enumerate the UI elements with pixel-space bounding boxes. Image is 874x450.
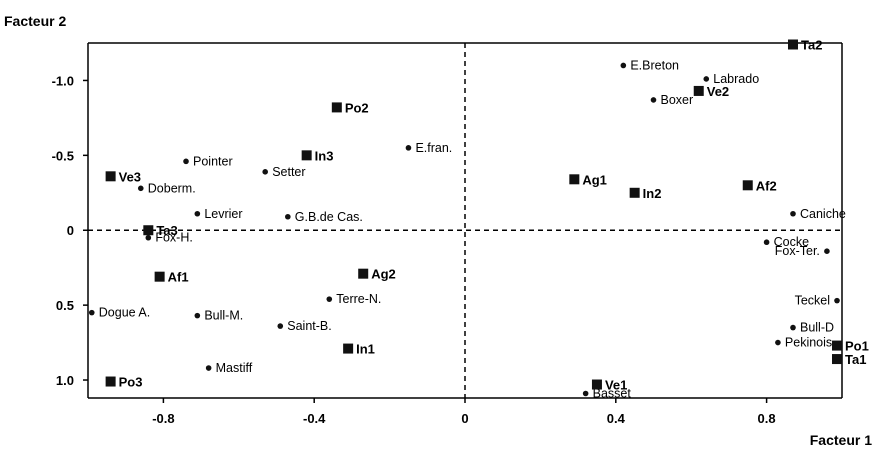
x-tick-label: -0.8	[152, 411, 174, 426]
point-marker-bull-m-	[194, 312, 201, 319]
point-label-bull-d: Bull-D	[800, 321, 834, 335]
point-label-bull-m-: Bull-M.	[204, 309, 243, 323]
point-marker-in3	[301, 150, 312, 161]
y-tick-label: 0.5	[56, 298, 74, 313]
point-marker-po3	[105, 376, 116, 387]
y-tick-label: 0	[67, 223, 74, 238]
point-marker-boxer	[650, 97, 657, 103]
x-axis-title: Facteur 1	[810, 432, 872, 448]
point-marker-basset	[582, 390, 589, 397]
x-tick-label: 0.8	[758, 411, 776, 426]
point-marker-fox-h-	[145, 234, 152, 241]
point-marker-cocke	[763, 239, 770, 246]
point-marker-af1	[154, 271, 165, 282]
point-marker-labrado	[703, 76, 710, 82]
point-label-basset: Basset	[593, 387, 632, 401]
point-label-in2: In2	[643, 186, 662, 201]
point-label-setter: Setter	[272, 165, 305, 179]
point-marker-saint-b-	[277, 323, 284, 329]
point-label-levrier: Levrier	[204, 207, 242, 221]
point-label-po1: Po1	[845, 339, 869, 354]
point-label-in1: In1	[356, 342, 375, 357]
point-marker-ve1	[591, 379, 602, 390]
point-label-boxer: Boxer	[661, 93, 694, 107]
point-marker-ta2	[787, 39, 798, 50]
point-marker-ag2	[358, 268, 369, 279]
point-label-ag2: Ag2	[371, 267, 396, 282]
point-label-ve2: Ve2	[707, 84, 729, 99]
point-label-ve3: Ve3	[119, 169, 141, 184]
point-marker-in1	[343, 343, 354, 354]
point-marker-pointer	[183, 158, 189, 165]
point-marker-pekinois	[775, 339, 781, 346]
point-label-fox-ter-: Fox-Ter.	[775, 244, 820, 258]
point-label-terre-n-: Terre-N.	[336, 292, 381, 306]
point-marker-po2	[331, 102, 342, 113]
axis-ticks: -0.8 -0.4 0 0.4 0.8 -1.0 -0.5 0 0.5 1.0	[52, 73, 776, 426]
point-label-af2: Af2	[756, 178, 777, 193]
point-label-doberm-: Doberm.	[148, 181, 196, 195]
y-axis-title: Facteur 2	[4, 13, 66, 29]
point-label-e-fran-: E.fran.	[415, 141, 452, 155]
point-marker-ta3	[143, 225, 154, 236]
y-tick-label: 1.0	[56, 373, 74, 388]
point-label-pekinois: Pekinois	[785, 336, 832, 350]
point-marker-doberm-	[137, 185, 144, 192]
point-marker-ve3	[105, 171, 116, 182]
point-label-ve1: Ve1	[605, 378, 627, 393]
point-marker-bull-d	[790, 324, 796, 331]
point-label-cocke: Cocke	[774, 235, 809, 249]
point-label-po3: Po3	[119, 375, 143, 390]
point-marker-e-fran-	[405, 145, 412, 151]
point-marker-af2	[742, 180, 753, 191]
point-marker-ta1	[832, 354, 842, 365]
point-label-saint-b-: Saint-B.	[287, 319, 331, 333]
x-tick-label: -0.4	[303, 411, 326, 426]
point-marker-in2	[629, 187, 640, 198]
point-label-po2: Po2	[345, 100, 369, 115]
y-tick-label: -1.0	[52, 73, 74, 88]
point-marker-po1	[832, 340, 842, 351]
point-label-af1: Af1	[168, 270, 189, 285]
x-tick-label: 0	[461, 411, 468, 426]
point-marker-g-b-de-cas-	[285, 213, 291, 220]
x-tick-label: 0.4	[607, 411, 626, 426]
point-marker-e-breton	[620, 62, 627, 69]
point-marker-terre-n-	[326, 296, 333, 302]
point-marker-ve2	[693, 85, 704, 96]
point-marker-ag1	[569, 174, 580, 185]
point-label-labrado: Labrado	[713, 72, 759, 86]
point-label-ta1: Ta1	[845, 352, 866, 367]
data-points: Pointer Setter Doberm. Levrier G.B.de Cas. Fo…	[88, 37, 869, 401]
point-label-fox-h-: Fox-H.	[155, 231, 193, 245]
point-label-mastiff: Mastiff	[216, 361, 253, 375]
point-label-in3: In3	[315, 148, 334, 163]
point-label-teckel: Teckel	[795, 294, 830, 308]
point-label-g-b-de-cas-: G.B.de Cas.	[295, 210, 363, 224]
point-marker-setter	[262, 169, 268, 175]
point-marker-dogue-a-	[88, 309, 95, 316]
point-label-caniche: Caniche	[800, 207, 846, 221]
point-marker-fox-ter-	[824, 248, 830, 255]
point-label-e-breton: E.Breton	[630, 58, 679, 72]
point-marker-caniche	[790, 210, 796, 217]
point-label-dogue-a-: Dogue A.	[99, 306, 150, 320]
point-marker-levrier	[194, 210, 201, 217]
point-marker-teckel	[834, 297, 840, 304]
point-marker-mastiff	[205, 365, 212, 371]
y-tick-label: -0.5	[52, 148, 74, 163]
point-label-ta2: Ta2	[801, 37, 822, 52]
point-label-ag1: Ag1	[582, 172, 607, 187]
point-label-ta3: Ta3	[156, 223, 177, 238]
point-label-pointer: Pointer	[193, 154, 233, 168]
